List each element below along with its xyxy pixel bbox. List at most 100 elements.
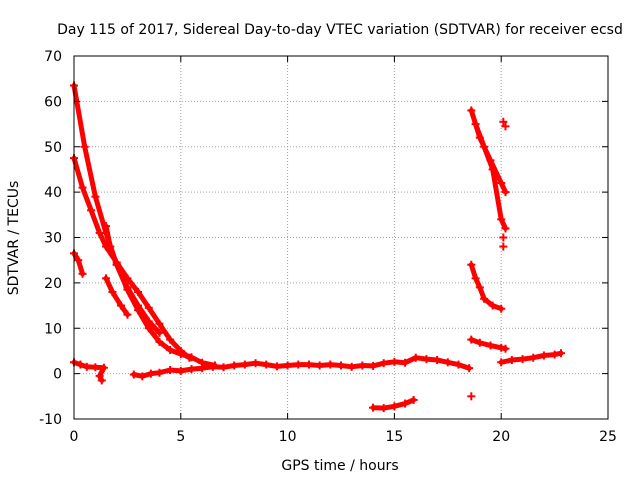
late-mid-point	[497, 304, 506, 313]
y-axis-label: SDTVAR / TECUs	[6, 181, 22, 296]
late-fall-point	[480, 142, 489, 151]
y-tick-label: 50	[44, 140, 62, 156]
baseline-mid-point	[230, 361, 239, 370]
x-tick-label: 5	[176, 429, 185, 445]
late-high-point	[467, 106, 476, 115]
isolated-point	[499, 242, 508, 251]
late-mid-point	[471, 274, 480, 283]
baseline-mid-point	[283, 361, 292, 370]
dip-point	[409, 395, 418, 404]
baseline-mid-point	[262, 360, 271, 369]
baseline-early-point	[82, 362, 91, 371]
arc-b-point	[176, 346, 185, 355]
arc-e-trace	[103, 275, 130, 318]
arc-b-point	[87, 206, 96, 215]
arc-c-point	[102, 222, 111, 231]
dip-point	[390, 402, 399, 411]
late-baseline-point	[529, 353, 538, 362]
y-tick-label: 40	[44, 185, 62, 201]
baseline-mid-point	[433, 356, 442, 365]
baseline-mid-point	[347, 362, 356, 371]
late-baseline-point	[539, 351, 548, 360]
baseline-early-point	[99, 363, 108, 372]
arc-c-point	[134, 301, 143, 310]
arc-c-point	[123, 283, 132, 292]
x-tick-label: 15	[385, 429, 403, 445]
baseline-mid-point	[337, 361, 345, 370]
baseline-mid-point	[208, 362, 217, 371]
baseline-mid-point	[166, 365, 175, 374]
baseline-early-point	[97, 376, 106, 385]
baseline-mid-point	[272, 362, 281, 371]
late-fall-point	[488, 165, 497, 174]
baseline-mid-point	[379, 359, 388, 368]
baseline-mid-point	[176, 366, 185, 375]
late-low-point	[467, 335, 476, 344]
axis-ticks: 0 5 10 15 20 25 -10 0 10 20 30 40 50 60 70	[39, 49, 617, 445]
baseline-mid-point	[411, 353, 420, 362]
data-points	[70, 81, 566, 413]
late-mid-point	[480, 294, 489, 303]
late-low-point	[486, 341, 495, 350]
late-baseline-point	[518, 355, 527, 364]
late-high-point	[497, 179, 506, 188]
arc-b-point	[155, 319, 164, 328]
baseline-mid-point	[443, 358, 452, 367]
arc-a-point	[166, 346, 175, 355]
arc-b-point	[95, 228, 104, 237]
arc-b-point	[134, 287, 143, 296]
y-tick-label: 20	[44, 276, 62, 292]
arc-e-point	[123, 310, 132, 319]
baseline-early-point	[76, 360, 85, 369]
baseline-mid-point	[294, 360, 303, 369]
grid-lines	[74, 56, 608, 419]
baseline-mid-point	[138, 372, 147, 381]
baseline-mid-point	[187, 365, 196, 374]
arc-b-point	[166, 335, 175, 344]
baseline-early-point	[91, 363, 100, 372]
arc-b-point	[78, 183, 87, 192]
baseline-mid-point	[358, 361, 367, 370]
arc-d-point	[74, 256, 83, 265]
baseline-mid-point	[390, 357, 399, 366]
y-tick-label: 70	[44, 49, 62, 65]
baseline-mid-point	[326, 360, 335, 369]
baseline-early-point	[95, 371, 104, 380]
dip-point	[401, 399, 410, 408]
late-baseline-point	[550, 350, 559, 359]
y-tick-label: 60	[44, 94, 62, 110]
late-mid-point	[467, 260, 476, 269]
late-low-point	[475, 338, 484, 347]
baseline-mid-point	[146, 369, 155, 378]
arc-e-point	[116, 301, 125, 310]
y-tick-label: 0	[53, 367, 62, 383]
arc-a-point	[91, 192, 100, 201]
late-fall-point	[471, 120, 480, 129]
baseline-mid-point	[240, 360, 249, 369]
baseline-mid-point	[251, 359, 260, 368]
y-tick-label: 10	[44, 321, 62, 337]
chart-title: Day 115 of 2017, Sidereal Day-to-day VTE…	[57, 22, 623, 38]
baseline-mid-point	[155, 368, 164, 377]
late-baseline-point	[507, 356, 516, 365]
baseline-mid-point	[304, 360, 313, 369]
x-tick-label: 20	[492, 429, 510, 445]
baseline-mid-point	[465, 364, 474, 373]
arc-e-point	[108, 287, 117, 296]
arc-d-point	[78, 269, 87, 278]
baseline-mid-point	[454, 360, 463, 369]
late-fall-point	[497, 215, 506, 224]
x-tick-label: 10	[279, 429, 297, 445]
arc-c-point	[144, 317, 153, 326]
late-fall-point	[501, 224, 510, 233]
baseline-mid-point	[198, 364, 207, 373]
isolated-point	[467, 392, 476, 401]
x-axis-label: GPS time / hours	[281, 458, 398, 474]
arc-b-point	[144, 303, 153, 312]
dip-point	[369, 403, 378, 412]
arc-e-point	[102, 274, 111, 283]
late-high-point	[501, 188, 510, 197]
baseline-mid-point	[315, 361, 324, 370]
